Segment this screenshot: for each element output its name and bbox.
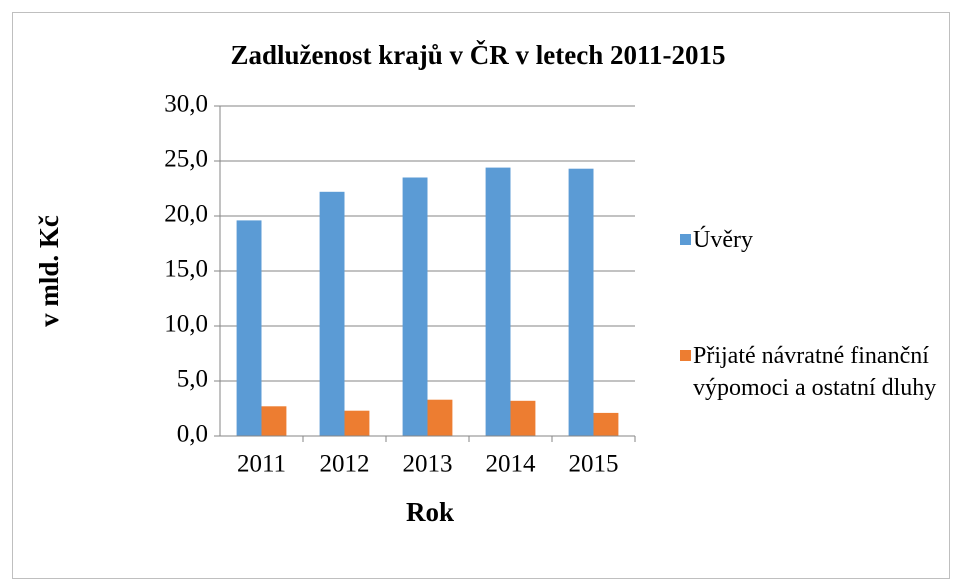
- bar: [510, 400, 536, 436]
- y-tick-label: 20,0: [164, 201, 208, 228]
- legend-swatch: [680, 350, 691, 361]
- legend-item: Úvěry: [680, 224, 950, 256]
- bar: [485, 167, 511, 436]
- legend-item: Přijaté návratné finanční výpomoci a ost…: [680, 340, 950, 404]
- y-tick-label: 15,0: [164, 256, 208, 283]
- y-tick-label: 30,0: [164, 91, 208, 118]
- y-axis-label: v mld. Kč: [34, 215, 64, 327]
- bar: [261, 406, 287, 436]
- chart-border: [12, 12, 950, 579]
- x-tick-label: 2015: [569, 451, 619, 478]
- x-tick-label: 2011: [237, 451, 286, 478]
- bar: [427, 399, 453, 436]
- y-tick-label: 25,0: [164, 146, 208, 173]
- y-tick-label: 10,0: [164, 311, 208, 338]
- bar: [344, 410, 370, 436]
- bar: [402, 177, 428, 436]
- bar: [236, 220, 262, 436]
- x-tick-label: 2014: [486, 451, 537, 478]
- legend-label: Přijaté návratné finanční výpomoci a ost…: [693, 343, 937, 401]
- y-tick-label: 0,0: [177, 421, 208, 448]
- y-tick-label: 5,0: [177, 366, 208, 393]
- chart-title: Zadluženost krajů v ČR v letech 2011-201…: [231, 40, 726, 70]
- bar: [568, 168, 594, 436]
- x-tick-label: 2013: [403, 451, 453, 478]
- x-tick-label: 2012: [320, 451, 370, 478]
- legend-swatch: [680, 234, 691, 245]
- x-axis-label: Rok: [406, 497, 454, 527]
- bar: [319, 191, 345, 436]
- legend-label: Úvěry: [693, 227, 753, 253]
- bar: [593, 412, 619, 436]
